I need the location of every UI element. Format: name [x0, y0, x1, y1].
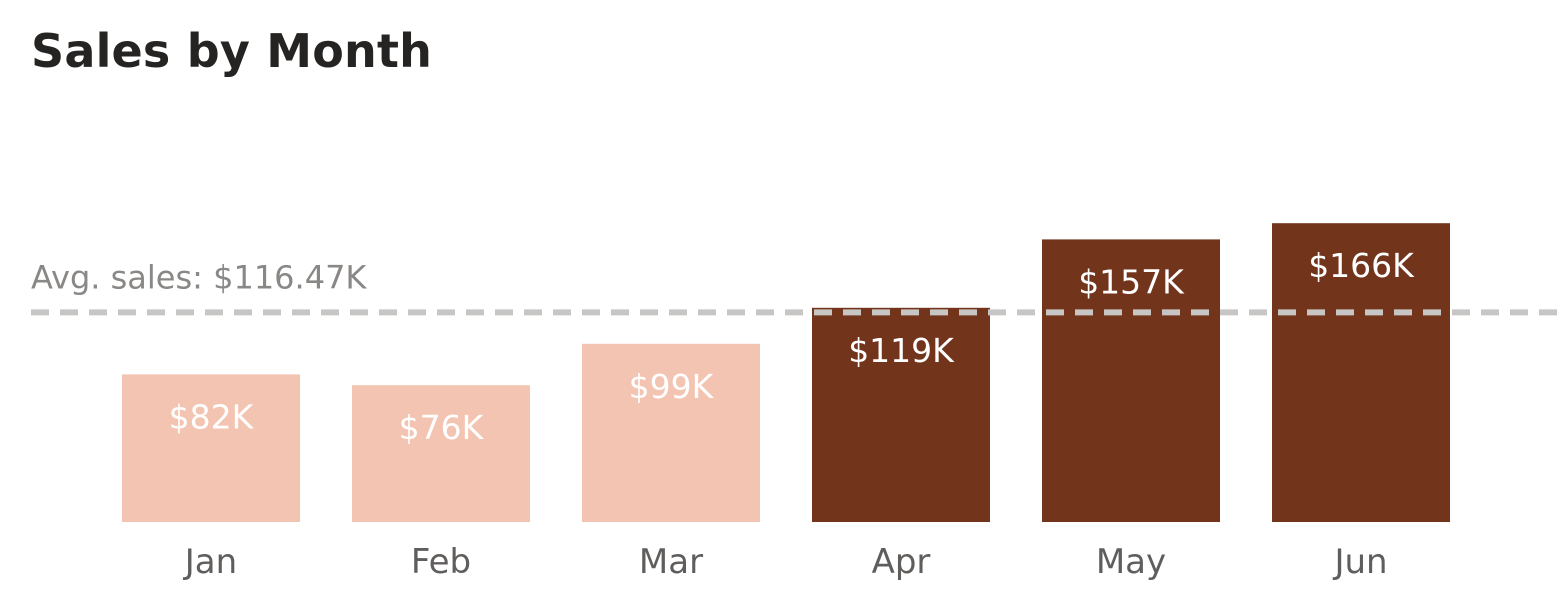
x-axis-ticks-group: Jan Feb Mar Apr May Jun	[183, 542, 1388, 582]
bar-labels-group: $82K $76K $99K $119K $157K $166K	[169, 246, 1415, 447]
x-tick-label-mar: Mar	[639, 542, 703, 582]
x-tick-label-apr: Apr	[872, 542, 931, 582]
bar-jan[interactable]	[122, 374, 300, 522]
bar-value-label-jun: $166K	[1308, 246, 1415, 285]
chart-title: Sales by Month	[31, 24, 433, 78]
bar-may[interactable]	[1042, 239, 1220, 522]
bar-jun[interactable]	[1272, 223, 1450, 522]
bar-apr[interactable]	[812, 307, 990, 522]
x-tick-label-feb: Feb	[411, 542, 471, 582]
bar-value-label-mar: $99K	[629, 367, 715, 406]
bars-group	[122, 223, 1450, 522]
bar-value-label-feb: $76K	[399, 408, 485, 447]
bar-value-label-jan: $82K	[169, 397, 255, 436]
bar-value-label-may: $157K	[1078, 262, 1185, 301]
x-tick-label-may: May	[1096, 542, 1166, 582]
bar-value-label-apr: $119K	[848, 331, 955, 370]
x-tick-label-jan: Jan	[183, 542, 237, 582]
bar-mar[interactable]	[582, 343, 760, 522]
bar-feb[interactable]	[352, 385, 530, 522]
x-tick-label-jun: Jun	[1332, 542, 1387, 582]
average-reference-label: Avg. sales: $116.47K	[31, 258, 367, 296]
